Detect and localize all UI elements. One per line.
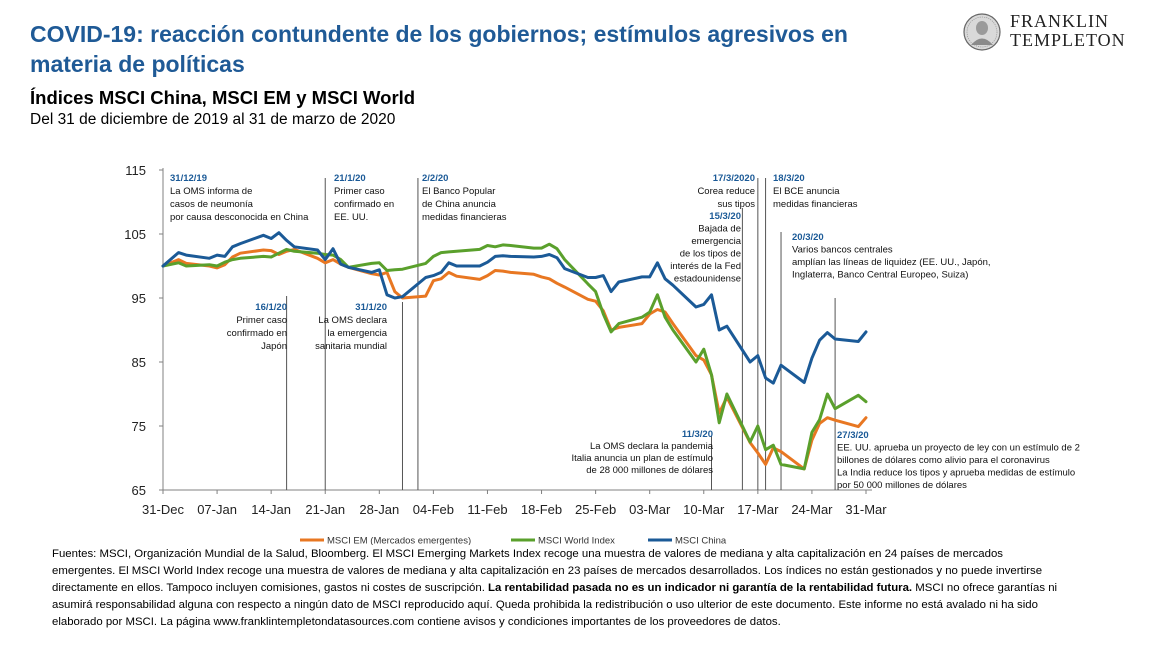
annotation-20-mar-text: amplían las líneas de liquidez (EE. UU.,… [792, 257, 991, 268]
x-tick-label: 14-Jan [251, 502, 291, 517]
annotation-21-jan-text: Primer caso [334, 186, 385, 197]
legend-em-label: MSCI EM (Mercados emergentes) [327, 536, 471, 546]
annotation-11-mar-text: Italia anuncia un plan de estímulo [571, 453, 713, 464]
annotation-31-dec-text: La OMS informa de [170, 186, 252, 197]
annotation-2-feb-text: medidas financieras [422, 212, 507, 223]
sources-footnote: Fuentes: MSCI, Organización Mundial de l… [52, 546, 1062, 631]
annotation-16-jan-date: 16/1/20 [255, 302, 287, 313]
franklin-templeton-logo: FRANKLIN TEMPLETON [962, 12, 1152, 56]
sources-text-1: Fuentes: MSCI, Organización Mundial de l… [52, 548, 1043, 594]
x-tick-label: 10-Mar [683, 502, 725, 517]
legend-china-label: MSCI China [675, 536, 727, 546]
x-tick-label: 03-Mar [629, 502, 671, 517]
annotation-15-mar-text: emergencia [691, 236, 741, 247]
page-title: COVID-19: reacción contundente de los go… [30, 21, 848, 77]
annotation-15-mar-text: de los tipos de [680, 249, 741, 260]
y-tick-label: 105 [124, 227, 146, 242]
annotation-27-mar-text: billones de dólares como alivio para el … [837, 455, 1050, 466]
annotation-27-mar-text: por 50 000 millones de dólares [837, 480, 967, 491]
annotation-11-mar-text: La OMS declara la pandemia [590, 441, 714, 452]
annotation-31-jan-text: sanitaria mundial [315, 341, 387, 352]
line-chart: 115 105 95 85 75 65 31-Dec 07-Jan 14-Jan 21-Jan 28… [124, 163, 1080, 546]
annotation-2-feb-date: 2/2/20 [422, 173, 448, 184]
annotation-17-mar-text: sus tipos [718, 199, 756, 210]
date-range: Del 31 de diciembre de 2019 al 31 de mar… [30, 111, 396, 128]
annotation-21-jan-text: confirmado en [334, 199, 394, 210]
annotation-16-jan-text: Primer caso [236, 315, 287, 326]
sources-text-2: MSCI no ofrece garantías ni asumirá resp… [52, 582, 1058, 628]
annotation-11-mar-date: 11/3/20 [682, 429, 713, 440]
y-tick-label: 95 [132, 291, 146, 306]
annotation-31-dec-text: por causa desconocida en China [170, 212, 309, 223]
y-tick-label: 65 [132, 483, 146, 498]
annotation-2-feb-text: El Banco Popular [422, 186, 495, 197]
annotation-17-mar-date: 17/3/2020 [713, 173, 755, 184]
annotation-18-mar-date: 18/3/20 [773, 173, 805, 184]
y-tick-label: 85 [132, 355, 146, 370]
annotation-31-jan-text: la emergencia [327, 328, 387, 339]
x-tick-label: 24-Mar [791, 502, 833, 517]
x-tick-label: 07-Jan [197, 502, 237, 517]
annotation-18-mar-text: El BCE anuncia [773, 186, 840, 197]
chart-subtitle: Índices MSCI China, MSCI EM y MSCI World [30, 87, 416, 108]
annotation-31-dec-date: 31/12/19 [170, 173, 207, 184]
annotation-15-mar-text: Bajada de [698, 224, 741, 235]
annotation-20-mar-text: Inglaterra, Banco Central Europeo, Suiza… [792, 270, 968, 281]
x-tick-label: 11-Feb [467, 502, 507, 517]
logo-line-2: TEMPLETON [1010, 30, 1126, 50]
annotation-15-mar-date: 15/3/20 [709, 211, 741, 222]
annotation-20-mar-text: Varios bancos centrales [792, 245, 893, 256]
annotation-31-dec-text: casos de neumonía [170, 199, 254, 210]
x-tick-label: 31-Mar [845, 502, 887, 517]
annotation-16-jan-text: confirmado en [227, 328, 287, 339]
annotation-27-mar-date: 27/3/20 [837, 430, 869, 441]
annotation-31-jan-date: 31/1/20 [355, 302, 387, 313]
em-series-line [161, 247, 868, 471]
y-tick-label: 115 [125, 163, 146, 178]
x-tick-label: 17-Mar [737, 502, 779, 517]
annotation-17-mar-text: Corea reduce [697, 186, 755, 197]
annotation-15-mar-text: interés de la Fed [670, 261, 741, 272]
x-tick-label: 31-Dec [142, 502, 184, 517]
logo-line-1: FRANKLIN [1010, 11, 1110, 31]
annotation-21-jan-date: 21/1/20 [334, 173, 366, 184]
annotation-16-jan-text: Japón [261, 341, 287, 352]
annotation-11-mar-text: de 28 000 millones de dólares [586, 465, 713, 476]
sources-disclaimer-bold: La rentabilidad pasada no es un indicado… [488, 582, 913, 594]
annotation-27-mar-text: La India reduce los tipos y aprueba medi… [837, 468, 1075, 479]
legend-world-label: MSCI World Index [538, 536, 615, 546]
world-series-line [161, 242, 868, 471]
annotation-20-mar-date: 20/3/20 [792, 232, 824, 243]
china-series-line [161, 231, 868, 385]
x-tick-label: 04-Feb [413, 502, 454, 517]
portrait-seal-icon [963, 13, 1001, 51]
y-tick-label: 75 [132, 419, 146, 434]
annotation-18-mar-text: medidas financieras [773, 199, 858, 210]
x-tick-label: 21-Jan [305, 502, 345, 517]
x-tick-label: 28-Jan [359, 502, 399, 517]
annotation-21-jan-text: EE. UU. [334, 212, 368, 223]
annotation-15-mar-text: estadounidense [674, 274, 741, 285]
x-tick-label: 18-Feb [521, 502, 562, 517]
annotation-27-mar-text: EE. UU. aprueba un proyecto de ley con u… [837, 443, 1080, 454]
annotation-31-jan-text: La OMS declara [318, 315, 387, 326]
annotation-2-feb-text: de China anuncia [422, 199, 497, 210]
x-tick-label: 25-Feb [575, 502, 616, 517]
